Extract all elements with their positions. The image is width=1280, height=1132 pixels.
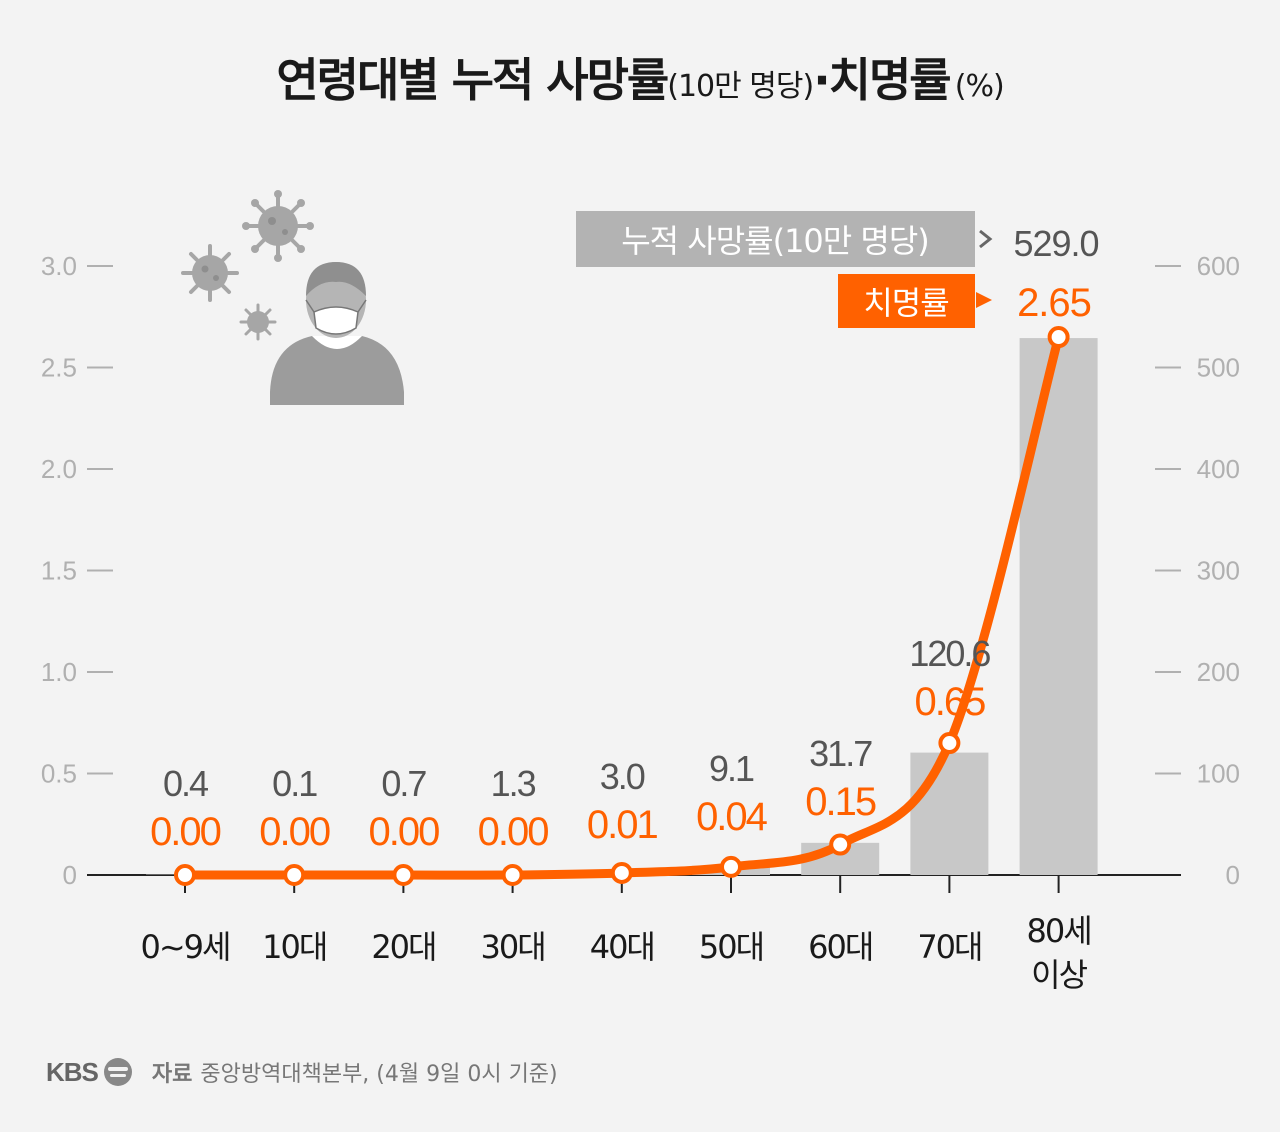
bar <box>1019 338 1098 875</box>
title-suffix-note: (%) <box>954 69 1005 104</box>
line-data-label: 0.00 <box>259 810 330 854</box>
source-label: 자료 <box>151 1062 193 1087</box>
left-axis-tick-label: 1.5 <box>41 556 77 586</box>
right-axis-tick-label: 400 <box>1197 454 1240 484</box>
right-axis-tick-label: 200 <box>1197 657 1240 687</box>
bar-data-label: 0.7 <box>381 763 426 804</box>
bar-data-label: 120.6 <box>909 633 990 674</box>
legend-bar-label: 누적 사망률(10만 명당) <box>621 222 929 260</box>
line-point <box>174 864 196 886</box>
chart-title: 연령대별 누적 사망률(10만 명당)·치명률 (%) <box>0 44 1280 110</box>
kbs-logo: KBS <box>46 1056 99 1087</box>
right-axis-tick-label: 0 <box>1226 860 1240 890</box>
line-data-label: 2.65 <box>1017 281 1091 325</box>
line-point <box>610 861 633 884</box>
bar-data-label: 1.3 <box>491 763 536 804</box>
right-axis-tick-label: 100 <box>1197 759 1240 789</box>
left-axis-tick-label: 0 <box>63 860 77 890</box>
title-prefix-note: (10만 명당) <box>667 69 814 104</box>
bar <box>910 752 989 875</box>
line-data-label: 0.00 <box>478 810 549 854</box>
bar-data-label: 31.7 <box>809 733 872 774</box>
virus-icon <box>242 190 314 262</box>
title-main-suffix: 치명률 <box>828 53 952 107</box>
left-axis-tick-label: 3.0 <box>41 251 77 281</box>
line-point <box>392 864 415 886</box>
kbs-logo-icon <box>103 1058 132 1086</box>
x-axis-tick-label: 40대 <box>590 928 654 966</box>
line-point <box>1047 326 1070 349</box>
footer: KBS 자료 중앙방역대책본부, (4월 9일 0시 기준) <box>46 1052 558 1092</box>
bar-data-label: 0.1 <box>272 763 317 804</box>
legend-bar-arrow-icon <box>979 229 993 249</box>
line-data-label: 0.00 <box>368 810 439 854</box>
x-axis-tick-label: 60대 <box>808 928 872 966</box>
left-axis-tick-label: 0.5 <box>41 759 77 789</box>
virus-icon <box>181 244 239 302</box>
x-axis-tick-label: 50대 <box>699 928 763 966</box>
virus-icon <box>239 303 277 341</box>
left-axis-tick-label: 2.5 <box>41 353 77 383</box>
source-text: 중앙방역대책본부, (4월 9일 0시 기준) <box>200 1062 558 1087</box>
legend-line-label: 치명률 <box>863 284 948 322</box>
line-data-label: 0.04 <box>696 795 768 839</box>
line-data-label: 0.00 <box>150 810 221 854</box>
legend-line-box <box>838 274 975 328</box>
right-axis-tick-label: 600 <box>1197 251 1240 281</box>
line-data-label: 0.01 <box>587 803 658 847</box>
line-point <box>720 855 742 878</box>
bar-data-label: 9.1 <box>709 748 754 789</box>
left-axis-tick-label: 1.0 <box>41 657 77 687</box>
bar-data-label: 0.4 <box>163 763 208 804</box>
right-axis-tick-label: 500 <box>1197 353 1240 383</box>
bar-data-label: 3.0 <box>600 756 645 797</box>
title-main-prefix: 연령대별 누적 사망률 <box>276 53 669 107</box>
line-data-label: 0.15 <box>805 780 876 824</box>
bar-data-label: 529.0 <box>1013 223 1098 264</box>
x-axis-tick-label: 70대 <box>917 928 981 966</box>
line-data-label: 0.65 <box>914 680 985 724</box>
line-point <box>829 833 852 856</box>
masked-person-icon <box>270 262 404 405</box>
x-axis-tick-label: 80세 이상 <box>1027 912 1091 994</box>
x-axis-tick-label: 20대 <box>371 928 435 966</box>
left-axis-tick-label: 2.0 <box>41 454 77 484</box>
line-point <box>938 732 961 755</box>
legend-line-arrow-icon <box>976 292 992 308</box>
right-axis-tick-label: 300 <box>1197 556 1240 586</box>
line-series <box>185 335 1063 880</box>
line-point <box>283 864 306 886</box>
line-point <box>501 864 524 886</box>
x-axis-tick-label: 30대 <box>481 928 545 966</box>
legend-bar-box <box>576 211 975 267</box>
x-axis-tick-label: 0~9세 <box>141 928 230 966</box>
title-separator: · <box>813 53 831 107</box>
x-axis-tick-label: 10대 <box>262 928 326 966</box>
